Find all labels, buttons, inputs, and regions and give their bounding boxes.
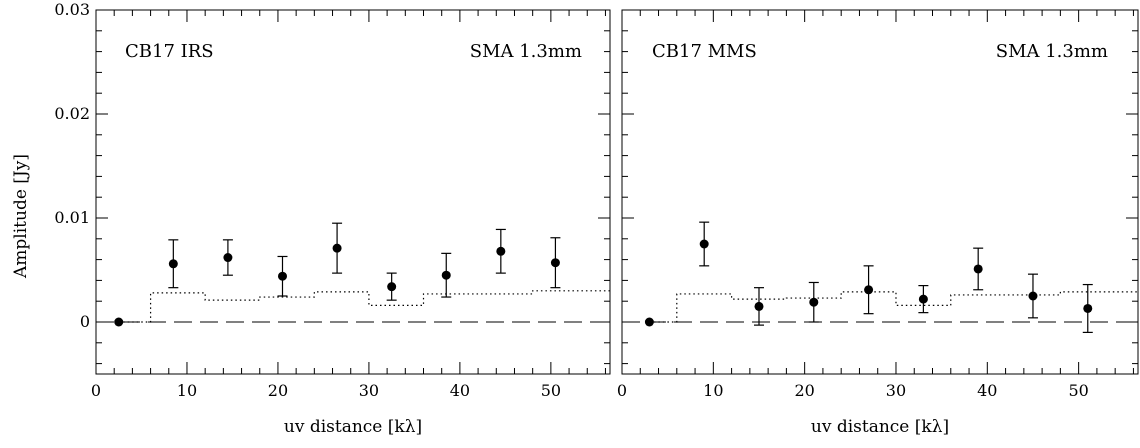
x-tick-label: 40 <box>450 381 470 400</box>
plot-frame <box>621 9 1139 375</box>
data-point <box>168 259 178 269</box>
x-tick-label: 30 <box>886 381 906 400</box>
data-point <box>699 239 709 249</box>
y-axis-title: Amplitude [Jy] <box>11 154 31 279</box>
x-axis-title: uv distance [kλ] <box>811 417 949 437</box>
panel-cb17-mms: CB17 MMS SMA 1.3mm uv distance [kλ] 0 10 2… <box>617 9 1139 437</box>
data-point <box>644 317 654 327</box>
data-point <box>918 294 928 304</box>
x-tick-label: 50 <box>1068 381 1088 400</box>
data-point <box>387 282 397 292</box>
x-tick-label: 20 <box>794 381 814 400</box>
data-point <box>277 271 287 281</box>
panel-annotation: SMA 1.3mm <box>996 41 1108 62</box>
data-point <box>754 301 764 311</box>
panel-cb17-irs: CB17 IRS SMA 1.3mm uv distance [kλ] Ampl… <box>11 0 611 437</box>
data-point <box>223 253 233 263</box>
y-tick-label: 0.03 <box>54 0 90 19</box>
y-tick-label: 0.01 <box>54 208 90 227</box>
x-axis-title: uv distance [kλ] <box>284 417 422 437</box>
data-point <box>496 246 506 256</box>
panel-label: CB17 MMS <box>652 41 757 62</box>
panel-annotation: SMA 1.3mm <box>470 41 582 62</box>
model-step-line <box>118 290 610 323</box>
model-step-line <box>649 291 1138 323</box>
panel-label: CB17 IRS <box>125 41 214 62</box>
x-tick-label: 50 <box>541 381 561 400</box>
data-point <box>550 258 560 268</box>
data-point <box>1083 303 1093 313</box>
data-point <box>809 297 819 307</box>
x-tick-label: 40 <box>977 381 997 400</box>
y-tick-label: 0.02 <box>54 104 90 123</box>
plot-frame <box>95 9 611 375</box>
x-tick-label: 30 <box>359 381 379 400</box>
data-point <box>114 317 124 327</box>
x-tick-label: 10 <box>703 381 723 400</box>
x-tick-label: 10 <box>177 381 197 400</box>
x-tick-label: 0 <box>91 381 101 400</box>
x-tick-label: 20 <box>268 381 288 400</box>
data-point <box>332 243 342 253</box>
data-point <box>973 264 983 274</box>
data-point <box>864 285 874 295</box>
x-tick-label: 0 <box>617 381 627 400</box>
data-point <box>1028 291 1038 301</box>
y-tick-label: 0 <box>80 312 90 331</box>
data-point <box>441 270 451 280</box>
